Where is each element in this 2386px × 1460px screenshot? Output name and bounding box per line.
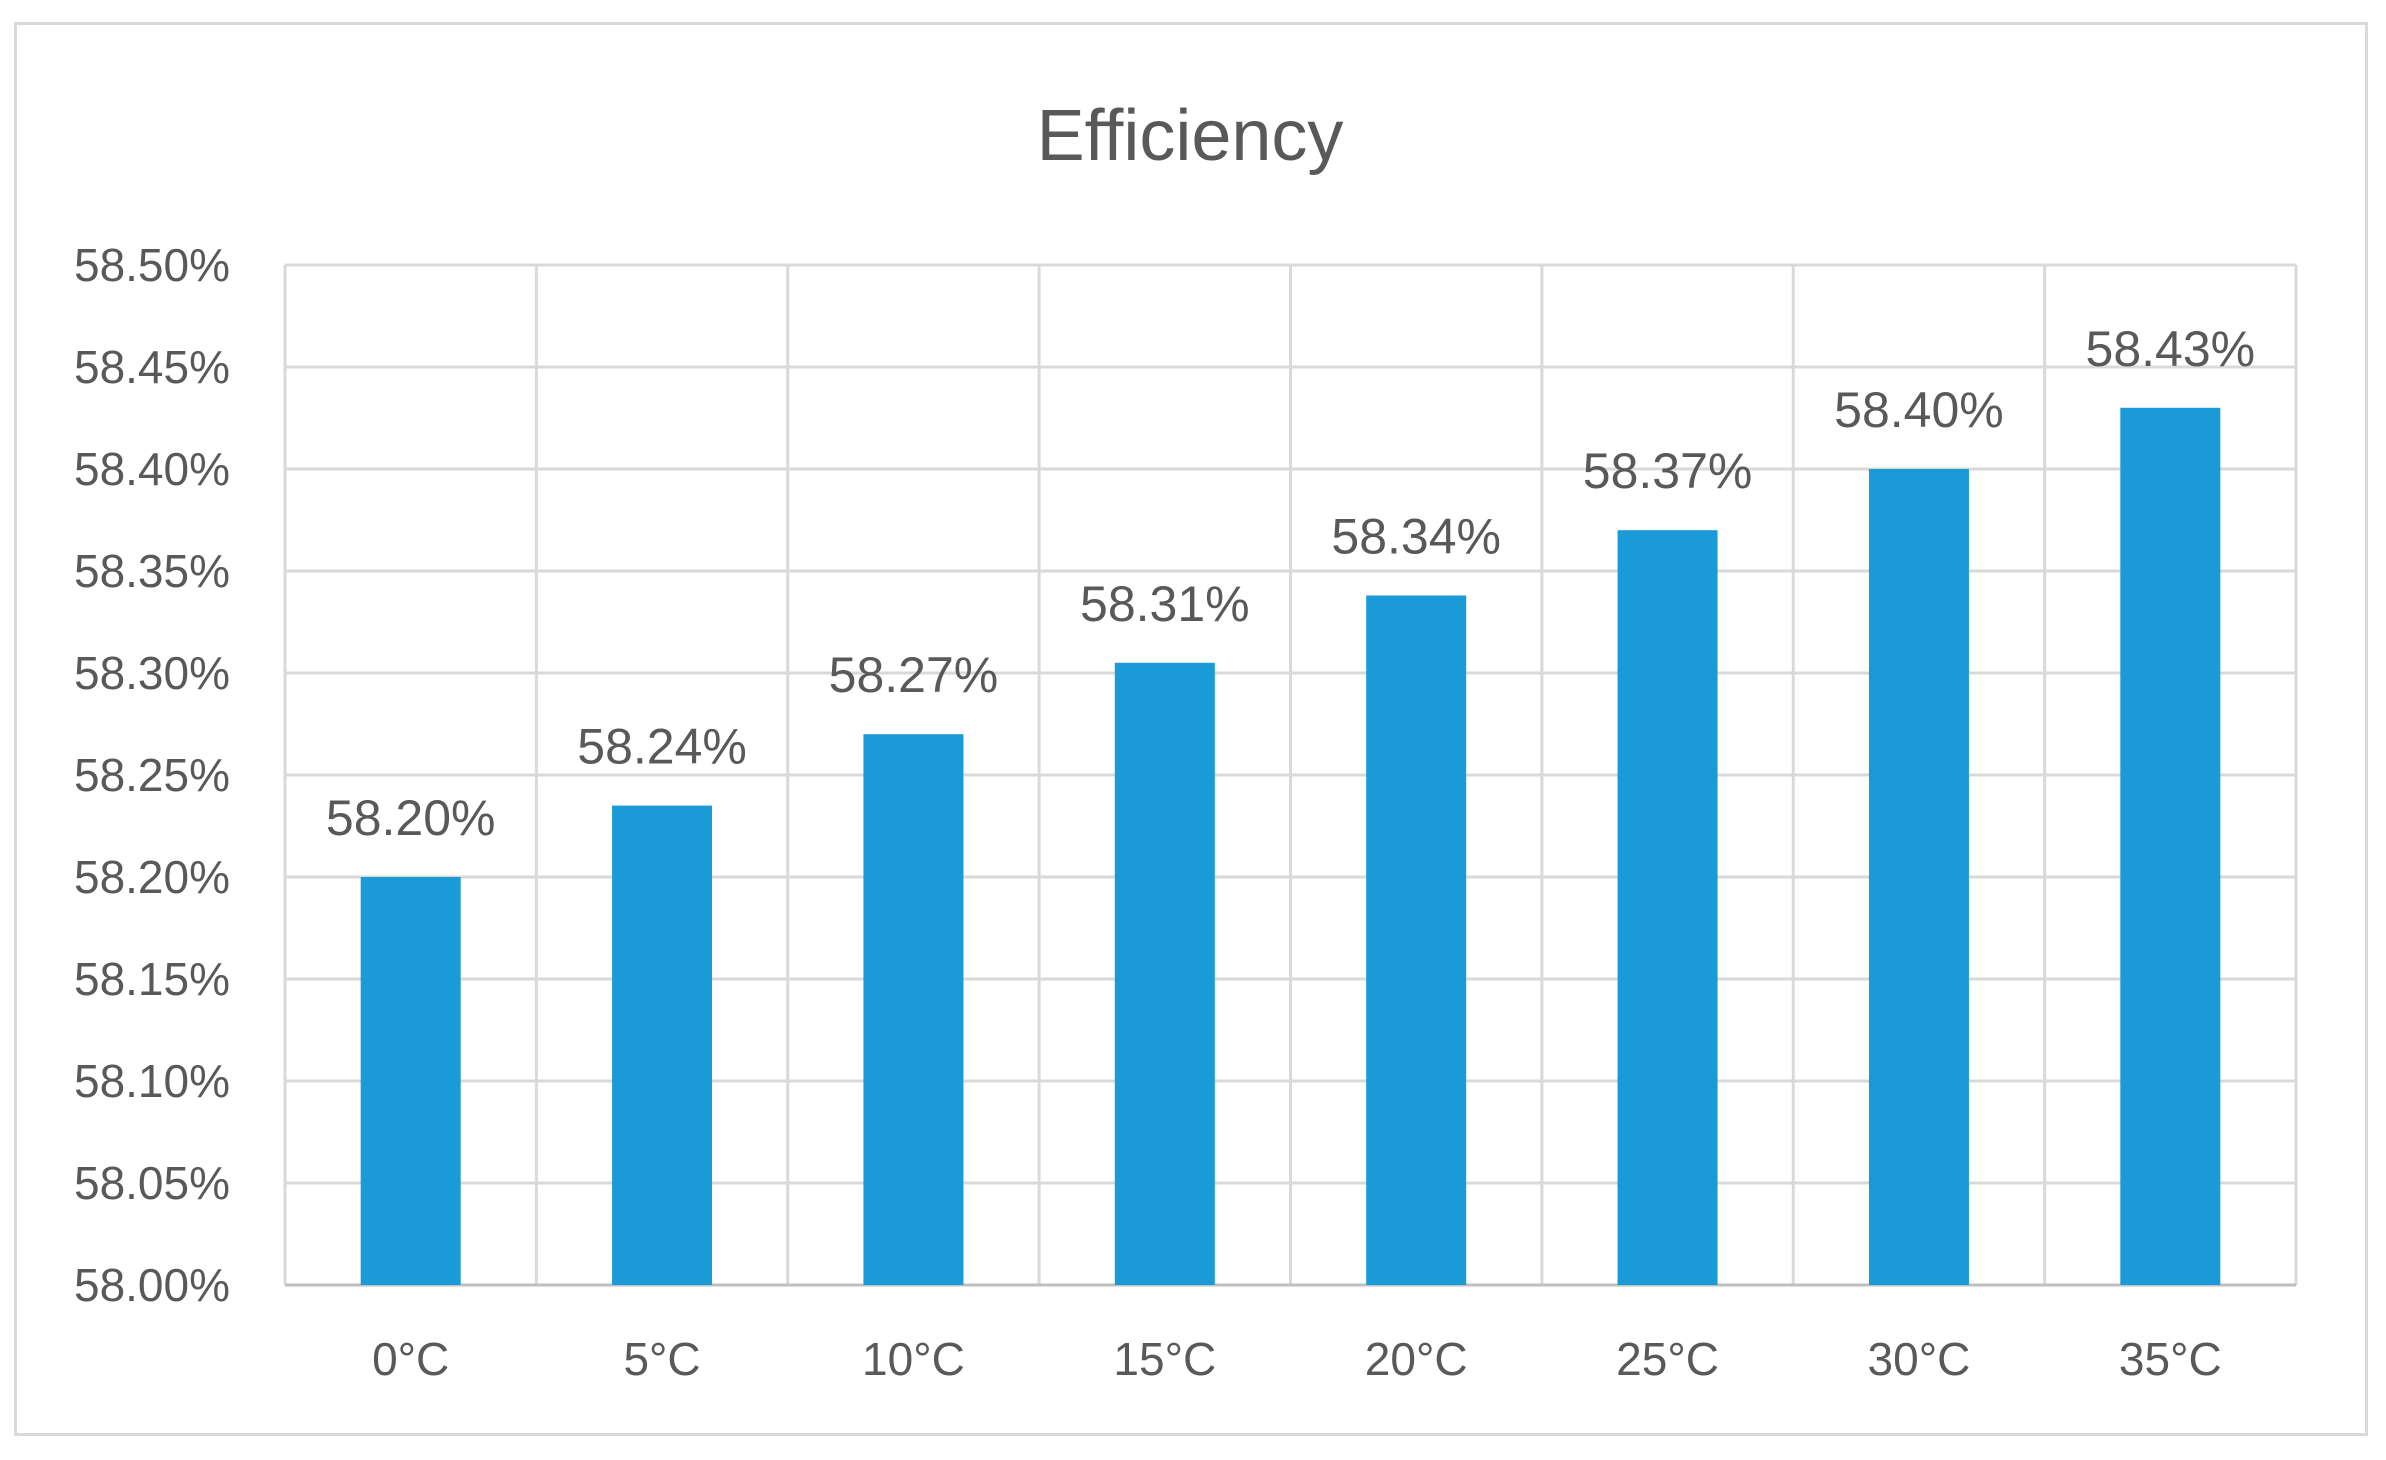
bar	[1868, 469, 1969, 1285]
y-tick-label: 58.15%	[74, 953, 230, 1005]
data-label: 58.37%	[1583, 443, 1753, 499]
bar	[612, 805, 713, 1285]
data-label: 58.43%	[2086, 321, 2256, 377]
bar-layer	[360, 407, 2221, 1285]
x-tick-label: 20°C	[1365, 1333, 1468, 1385]
chart-title: Efficiency	[1037, 96, 1344, 176]
data-label: 58.31%	[1080, 576, 1250, 632]
data-label: 58.20%	[326, 790, 496, 846]
y-tick-label: 58.10%	[74, 1055, 230, 1107]
y-tick-label: 58.30%	[74, 647, 230, 699]
bar	[863, 734, 964, 1285]
bar	[1366, 595, 1467, 1285]
data-label: 58.40%	[1834, 382, 2004, 438]
y-tick-label: 58.00%	[74, 1259, 230, 1311]
data-label: 58.27%	[829, 647, 999, 703]
data-label: 58.34%	[1331, 508, 1501, 564]
y-tick-label: 58.50%	[74, 239, 230, 291]
y-tick-label: 58.05%	[74, 1157, 230, 1209]
y-axis-ticks: 58.00% 58.05% 58.10% 58.15% 58.20% 58.25% 58.3…	[74, 239, 230, 1311]
x-tick-label: 15°C	[1113, 1333, 1216, 1385]
bar	[2120, 407, 2221, 1285]
y-tick-label: 58.40%	[74, 443, 230, 495]
bar	[360, 877, 461, 1285]
x-tick-label: 5°C	[623, 1333, 700, 1385]
x-tick-label: 0°C	[372, 1333, 449, 1385]
data-labels: 58.20% 58.24% 58.27% 58.31% 58.34% 58.37% 58.4…	[326, 321, 2255, 846]
x-tick-label: 10°C	[862, 1333, 965, 1385]
bar	[1114, 662, 1215, 1285]
data-label: 58.24%	[577, 719, 747, 775]
y-tick-label: 58.45%	[74, 341, 230, 393]
y-tick-label: 58.20%	[74, 851, 230, 903]
y-tick-label: 58.25%	[74, 749, 230, 801]
bar	[1617, 530, 1718, 1285]
x-tick-label: 30°C	[1868, 1333, 1971, 1385]
y-tick-label: 58.35%	[74, 545, 230, 597]
x-axis-ticks: 0°C 5°C 10°C 15°C 20°C 25°C 30°C 35°C	[372, 1333, 2222, 1385]
x-tick-label: 25°C	[1616, 1333, 1719, 1385]
x-tick-label: 35°C	[2119, 1333, 2222, 1385]
